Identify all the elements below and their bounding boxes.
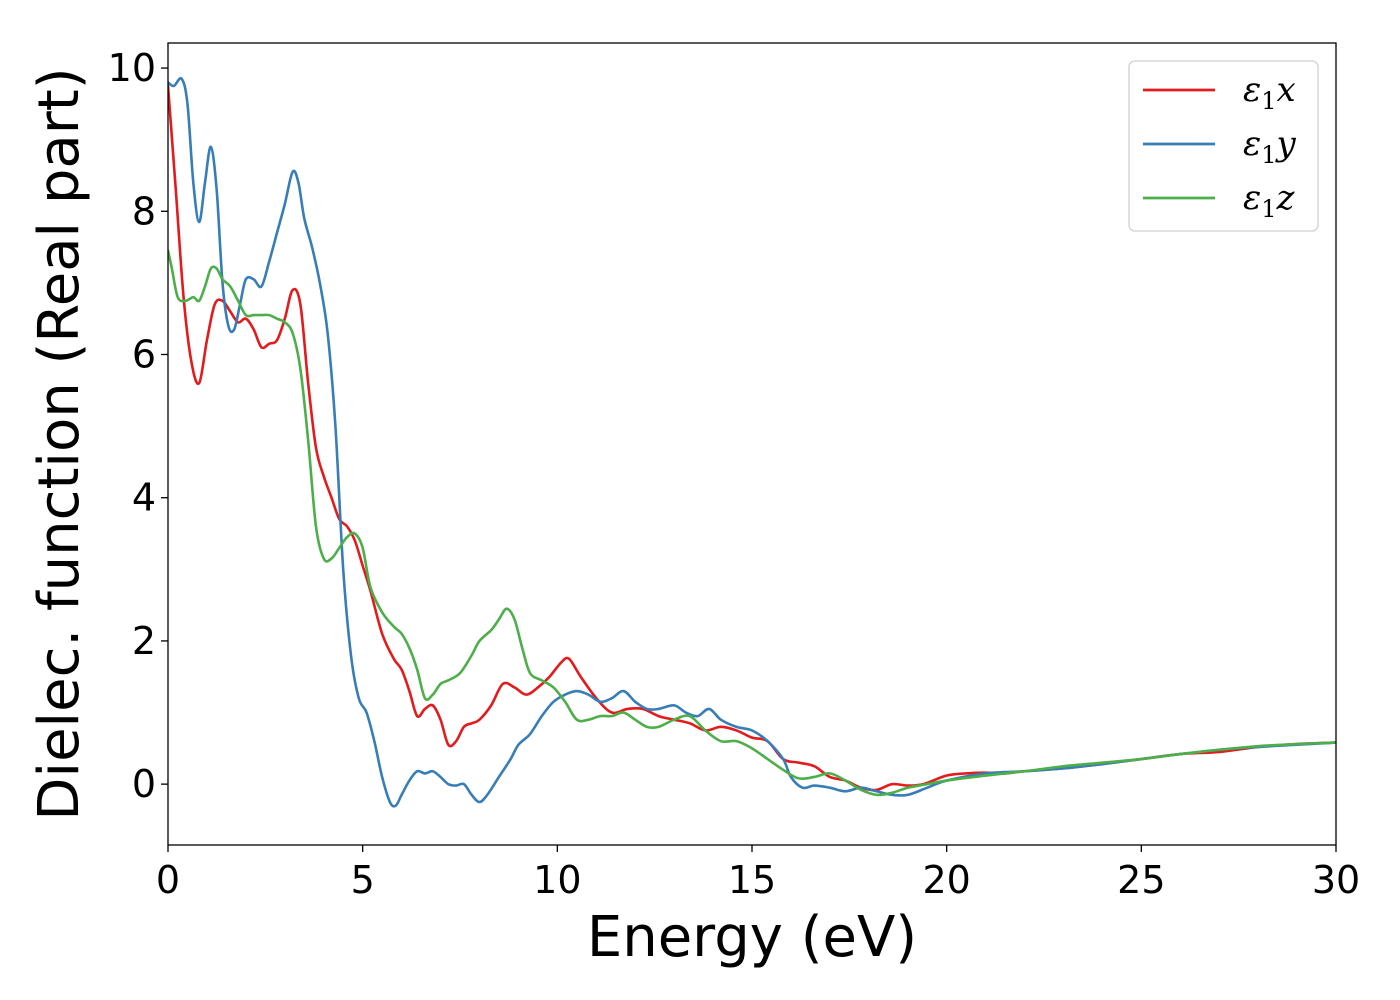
x-tick-label: 20 — [922, 858, 970, 902]
series-layer — [168, 76, 1336, 808]
legend-label-z: ε1z — [1243, 178, 1296, 223]
x-tick-label: 5 — [351, 858, 375, 902]
legend: ε1x ε1y ε1z — [1128, 60, 1319, 232]
x-tick-label: 10 — [533, 858, 581, 902]
y-tick-label: 8 — [132, 189, 156, 233]
y-tick-label: 6 — [132, 332, 156, 376]
y-axis-ticks: 0 2 4 6 8 10 — [108, 46, 168, 806]
y-axis-title: Dielec. function (Real part) — [27, 67, 92, 820]
legend-label-x: ε1x — [1243, 70, 1296, 115]
x-tick-label: 25 — [1117, 858, 1165, 902]
x-tick-label: 30 — [1312, 858, 1360, 902]
y-tick-label: 10 — [108, 46, 156, 90]
x-axis-title: Energy (eV) — [587, 905, 917, 970]
series-line-x — [168, 84, 1336, 792]
x-axis-ticks: 0 5 10 15 20 25 30 — [156, 845, 1360, 902]
y-tick-label: 4 — [132, 476, 156, 520]
x-tick-label: 0 — [156, 858, 180, 902]
y-tick-label: 0 — [132, 762, 156, 806]
x-tick-label: 15 — [728, 858, 776, 902]
legend-label-y: ε1y — [1243, 124, 1297, 169]
legend-frame — [1128, 60, 1319, 232]
series-line-z — [168, 249, 1336, 797]
y-tick-label: 2 — [132, 619, 156, 663]
